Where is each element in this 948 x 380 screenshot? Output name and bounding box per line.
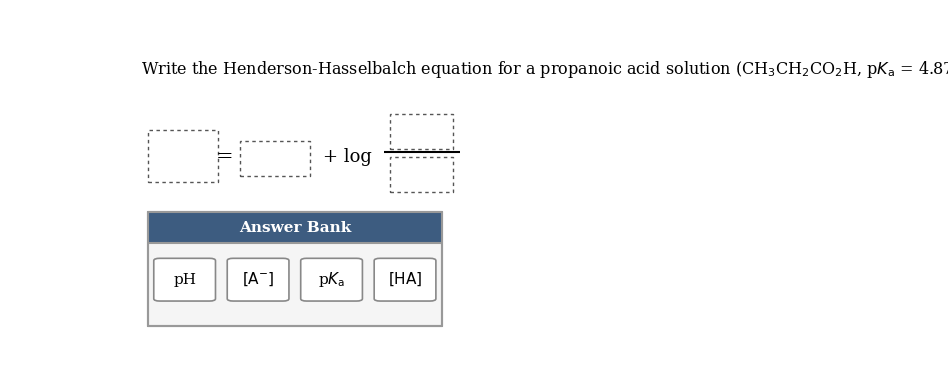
- FancyBboxPatch shape: [148, 212, 442, 326]
- Bar: [148, 130, 218, 182]
- Text: =: =: [216, 147, 234, 166]
- Text: + log: + log: [322, 148, 372, 166]
- Bar: [391, 157, 453, 192]
- Text: $[\mathrm{HA}]$: $[\mathrm{HA}]$: [388, 271, 422, 288]
- Bar: [240, 141, 309, 176]
- Text: p$K_\mathrm{a}$: p$K_\mathrm{a}$: [318, 270, 345, 289]
- Text: Answer Bank: Answer Bank: [239, 221, 351, 235]
- Text: $[\mathrm{A}^{-}]$: $[\mathrm{A}^{-}]$: [242, 271, 274, 288]
- FancyBboxPatch shape: [154, 258, 215, 301]
- Bar: [391, 114, 453, 149]
- FancyBboxPatch shape: [301, 258, 362, 301]
- FancyBboxPatch shape: [374, 258, 436, 301]
- Text: pH: pH: [173, 273, 196, 287]
- Text: Write the Henderson-Hasselbalch equation for a propanoic acid solution (CH$_3$CH: Write the Henderson-Hasselbalch equation…: [140, 59, 948, 80]
- FancyBboxPatch shape: [228, 258, 289, 301]
- FancyBboxPatch shape: [148, 212, 442, 243]
